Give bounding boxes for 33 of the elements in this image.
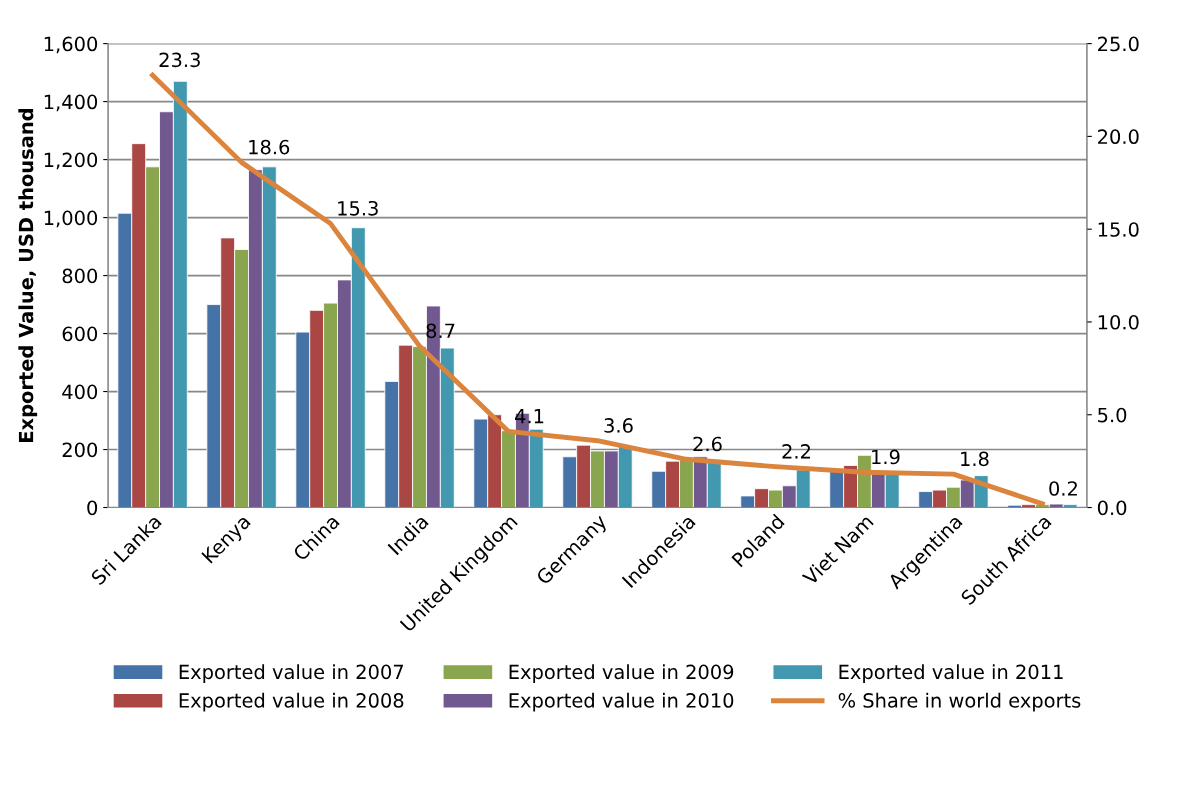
y-tick-label: 1,200	[44, 152, 98, 170]
y2-tick-label: 10.0	[1098, 314, 1139, 330]
data-label: 15.3	[338, 200, 378, 216]
legend-label: Exported value in 2010	[509, 692, 734, 712]
legend-label: Exported value in 2011	[839, 664, 1063, 684]
y2-tick-label: 25.0	[1098, 36, 1139, 52]
y-tick-label: 600	[62, 326, 98, 342]
data-label: 2.2	[782, 444, 810, 459]
legend-label: Exported value in 2009	[509, 664, 734, 684]
data-label: 18.6	[249, 139, 290, 155]
y-tick-label: 400	[62, 384, 98, 400]
y2-tick-label: 20.0	[1098, 129, 1139, 145]
y-tick-label: 1,600	[44, 36, 98, 54]
data-label: 1.8	[961, 451, 989, 467]
data-label: 3.6	[604, 418, 633, 433]
y-tick-label: 200	[62, 442, 98, 458]
y-tick-label: 0	[87, 500, 98, 516]
data-label: 2.6	[693, 436, 722, 452]
y-tick-label: 1,000	[44, 210, 98, 228]
data-label: 0.2	[1049, 481, 1077, 496]
legend-label: Exported value in 2008	[179, 692, 404, 712]
data-label: 4.1	[515, 409, 544, 424]
y2-tick-label: 15.0	[1098, 222, 1139, 237]
line-series	[150, 72, 1045, 507]
y-tick-label: 800	[62, 268, 98, 284]
legend-label: % Share in world exports	[838, 692, 1081, 712]
legend-label: Exported value in 2007	[179, 664, 404, 684]
y2-tick-label: 5.0	[1098, 407, 1127, 423]
y2-tick-label: 0.0	[1097, 500, 1127, 516]
data-label: 23.3	[159, 52, 200, 68]
y-tick-label: 1,400	[44, 94, 98, 112]
y-axis-title: Exported Value, USD thousand	[18, 109, 38, 442]
data-label: 1.9	[872, 449, 900, 465]
